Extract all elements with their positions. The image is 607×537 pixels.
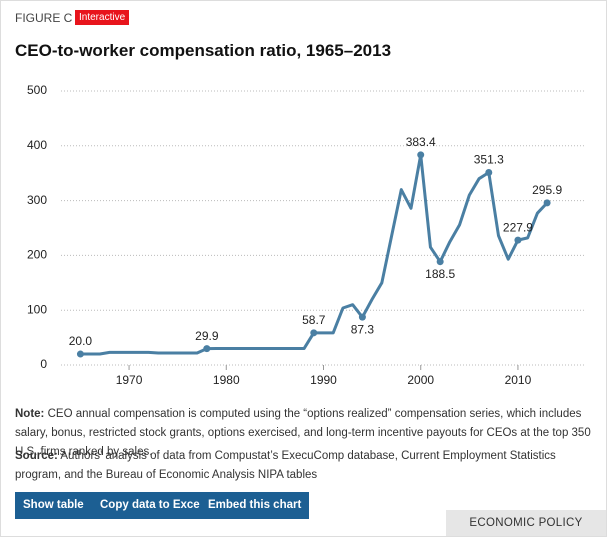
y-tick-label: 300 — [27, 193, 47, 207]
point — [436, 258, 444, 266]
y-tick-label: 500 — [27, 83, 47, 97]
button[interactable]: Show table — [15, 492, 92, 519]
data-label: 227.9 — [503, 220, 533, 234]
x-tick-label: 2000 — [407, 373, 434, 387]
data-label: 188.5 — [425, 267, 455, 281]
note-text: CEO annual compensation is computed usin… — [15, 408, 591, 458]
x-tick-label: 1970 — [116, 373, 143, 387]
data-label: 351.3 — [474, 153, 504, 167]
data-label: 29.9 — [195, 329, 219, 343]
point — [310, 329, 318, 337]
data-label: 20.0 — [69, 334, 93, 348]
point — [203, 345, 211, 353]
badge: Interactive — [75, 10, 130, 25]
point — [76, 350, 84, 358]
point — [485, 168, 493, 176]
source-text: Authors’ analysis of data from Compustat… — [15, 450, 556, 481]
x-tick-label: 1990 — [310, 373, 337, 387]
data-label: 383.4 — [406, 135, 436, 149]
point — [543, 199, 551, 207]
point — [417, 151, 425, 159]
button[interactable]: Copy data to Excel — [92, 492, 211, 519]
point — [514, 236, 522, 244]
chart: 0 100 200 300 400 500 1970 1980 1990 2000 2010 20.0… — [27, 83, 586, 387]
y-tick-label: 100 — [27, 302, 47, 316]
point — [358, 313, 366, 321]
x-tick-label: 2010 — [505, 373, 532, 387]
data-label: 87.3 — [351, 322, 375, 336]
y-tick-label: 400 — [27, 138, 47, 152]
source-label: Source: — [15, 450, 58, 462]
note-label: Note: — [15, 408, 45, 420]
footer: ECONOMIC POLICY INSTITUTE — [446, 510, 606, 536]
chart-title: CEO-to-worker compensation ratio, 1965–2… — [15, 41, 392, 60]
x-tick-label: 1980 — [213, 373, 240, 387]
source: Source: Authors’ analysis of data from C… — [15, 447, 595, 485]
y-tick-label: 200 — [27, 248, 47, 262]
note: Note: CEO annual compensation is compute… — [15, 405, 595, 462]
y-tick-label: 0 — [40, 357, 47, 371]
data-label: 58.7 — [302, 313, 326, 327]
figure-label: FIGURE C — [15, 11, 73, 25]
data-label: 295.9 — [532, 183, 562, 197]
button[interactable]: Embed this chart — [200, 492, 310, 519]
